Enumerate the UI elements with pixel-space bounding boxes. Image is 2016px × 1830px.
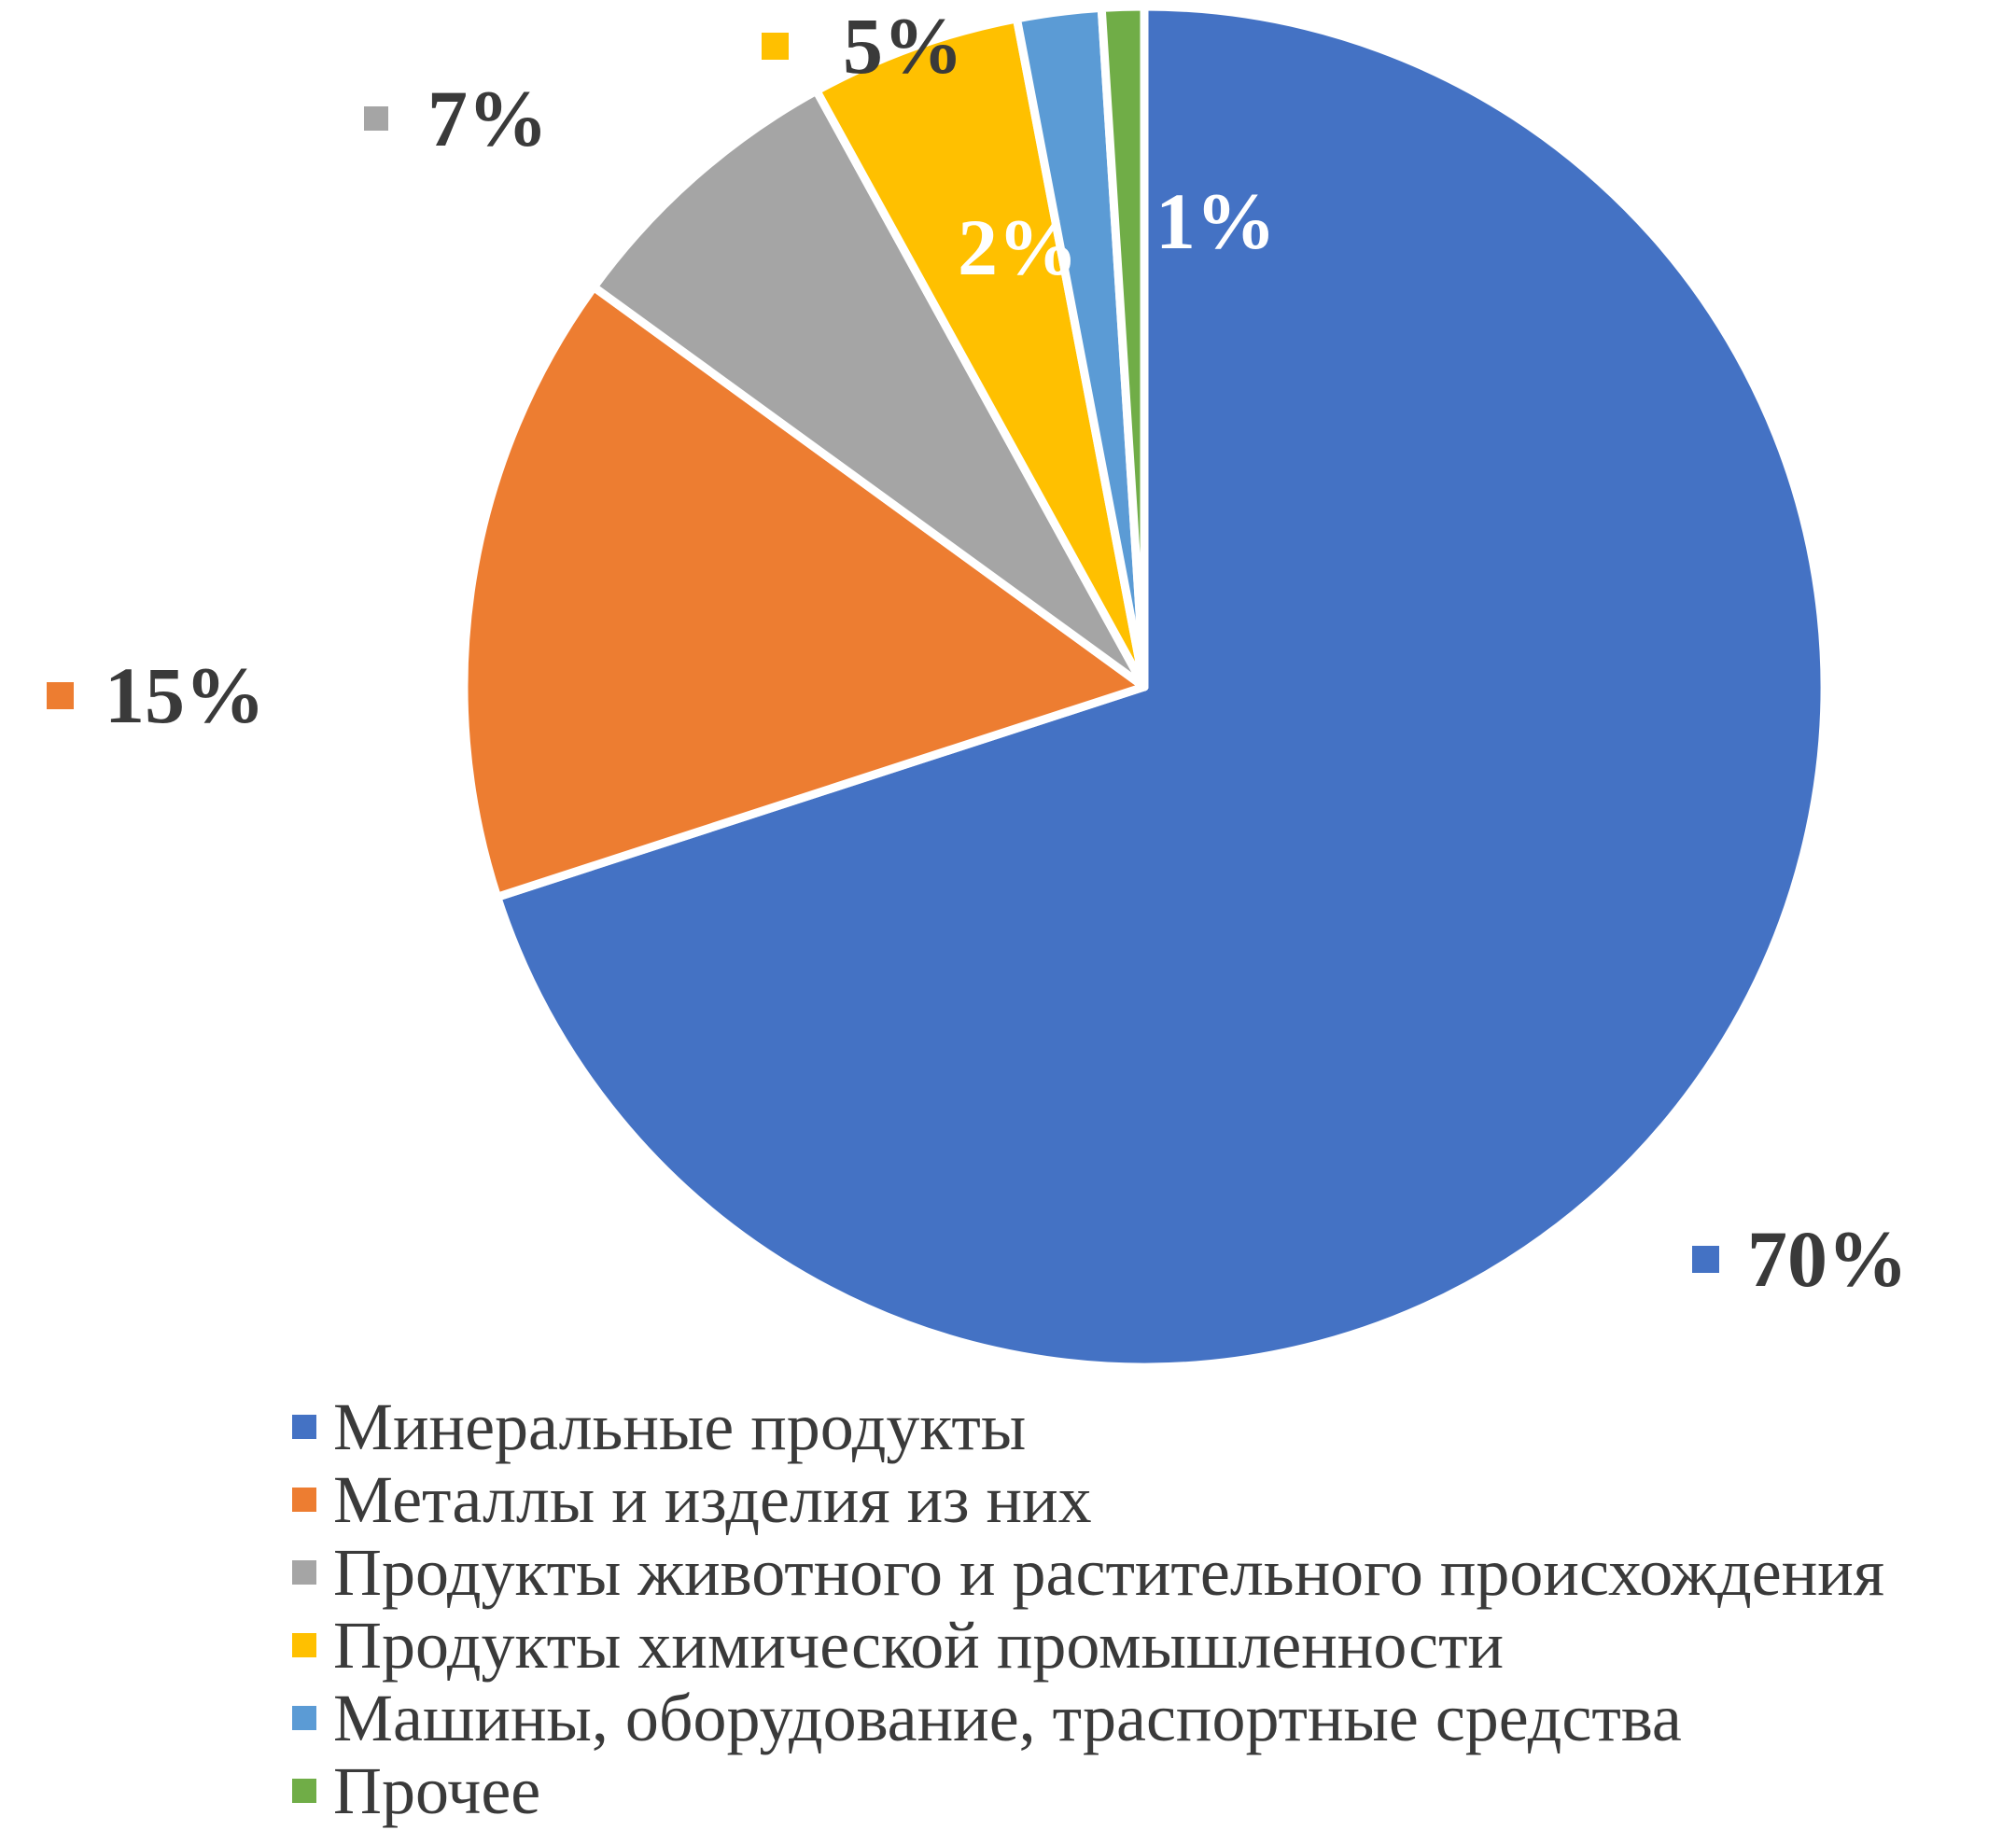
legend-item-chemical: Продукты химической промышленности: [292, 1609, 1884, 1682]
data-label-other: 1%: [1155, 181, 1276, 261]
legend-label: Прочее: [333, 1753, 541, 1828]
data-label-value: 70%: [1747, 1214, 1908, 1304]
legend-item-animal-vegetable: Продукты животного и растительного проис…: [292, 1536, 1884, 1609]
legend-label: Машины, оборудование, траспортные средст…: [333, 1681, 1682, 1755]
data-label-machines: 2%: [958, 207, 1078, 287]
data-label-animal-vegetable: 7%: [364, 78, 548, 159]
legend-swatch-icon: [292, 1779, 316, 1803]
legend-swatch-icon: [292, 1633, 316, 1657]
legend-swatch-icon: [292, 1415, 316, 1439]
data-label-value: 1%: [1155, 176, 1276, 266]
legend-label: Продукты животного и растительного проис…: [333, 1535, 1884, 1610]
data-label-metals: 15%: [47, 655, 265, 735]
legend-key-icon: [47, 681, 74, 709]
pie-slice-3: [589, 86, 1149, 691]
pie-slice-6: [1097, 2, 1149, 691]
legend-key-icon: [762, 32, 789, 60]
data-label-chemical: 5%: [762, 6, 963, 86]
pie-slices-group: [459, 2, 1829, 1372]
legend-item-other: Прочее: [292, 1754, 1884, 1827]
pie-slice-2: [459, 283, 1149, 901]
pie-slice-1: [493, 2, 1829, 1372]
legend-item-machines: Машины, оборудование, траспортные средст…: [292, 1682, 1884, 1754]
legend-item-metals: Металлы и изделия из них: [292, 1463, 1884, 1536]
data-label-value: 2%: [958, 203, 1078, 292]
legend-label: Минеральные продукты: [333, 1390, 1027, 1464]
legend-label: Металлы и изделия из них: [333, 1462, 1092, 1537]
legend-item-mineral-products: Минеральные продукты: [292, 1390, 1884, 1463]
pie-slice-4: [812, 14, 1149, 691]
chart-legend: Минеральные продукты Металлы и изделия и…: [292, 1390, 1884, 1827]
legend-swatch-icon: [292, 1706, 316, 1730]
legend-key-icon: [1692, 1245, 1719, 1273]
data-label-value: 7%: [427, 74, 548, 163]
legend-key-icon: [364, 106, 388, 131]
data-label-value: 15%: [105, 650, 265, 740]
data-label-mineral-products: 70%: [1692, 1219, 1908, 1299]
data-label-value: 5%: [843, 1, 963, 91]
legend-swatch-icon: [292, 1560, 316, 1585]
legend-swatch-icon: [292, 1488, 316, 1512]
legend-label: Продукты химической промышленности: [333, 1608, 1505, 1683]
